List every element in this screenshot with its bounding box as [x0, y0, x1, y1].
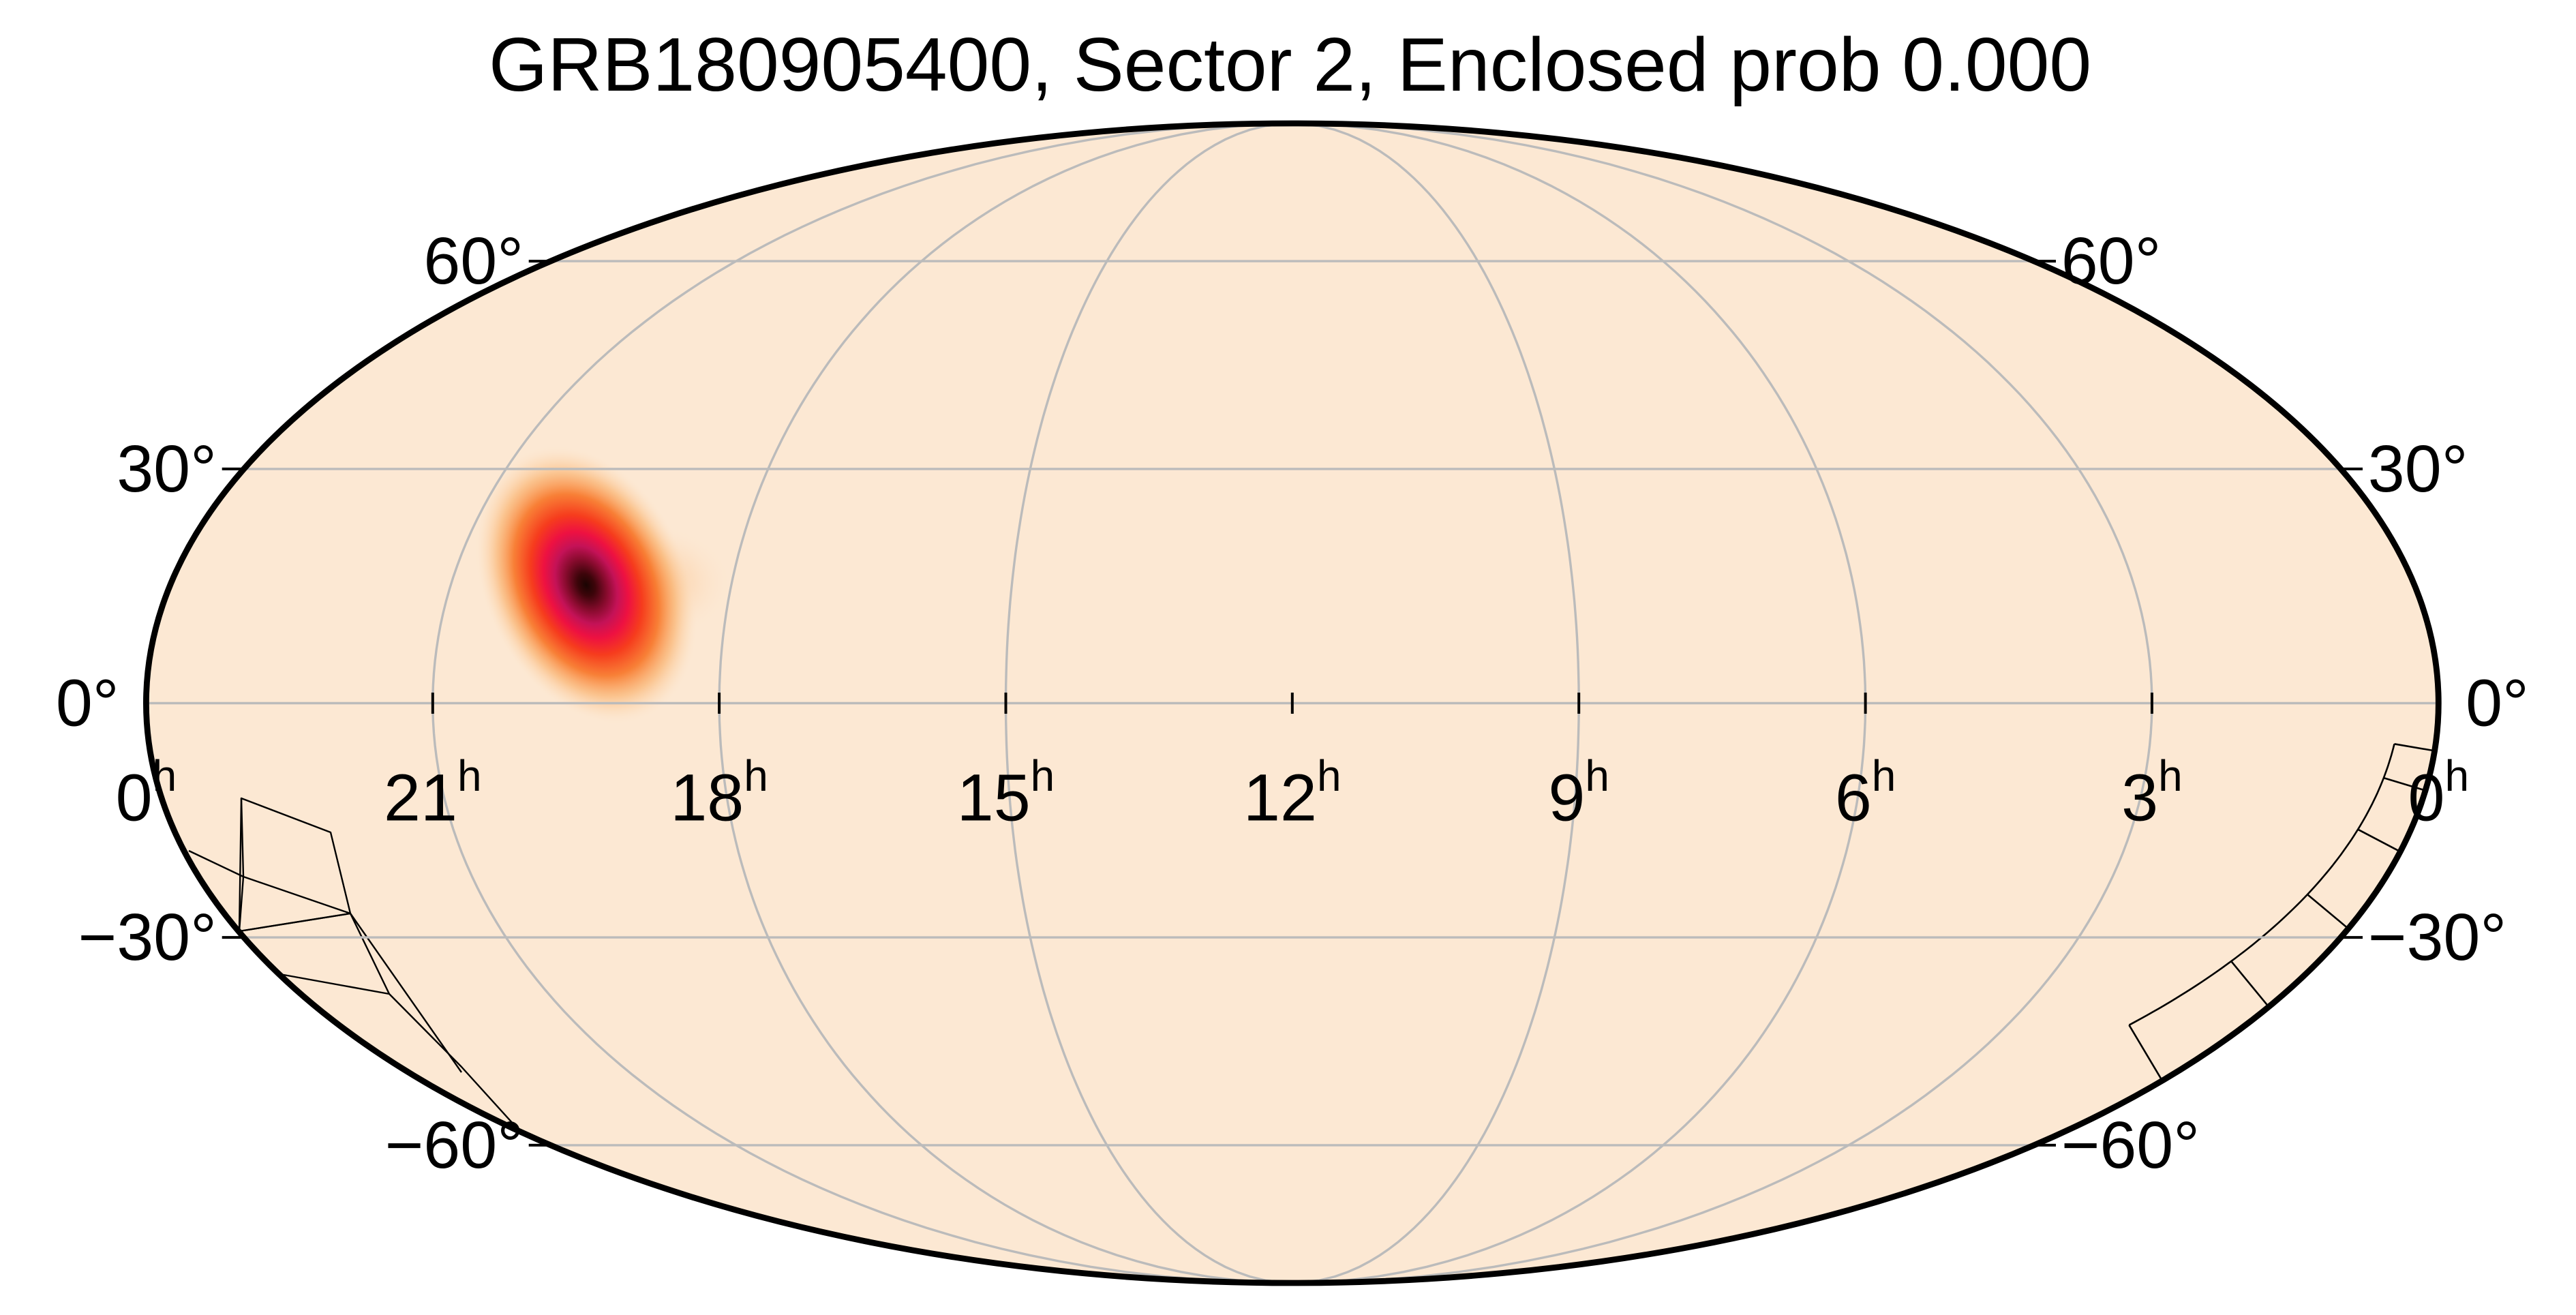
svg-text:GRB180905400, Sector 2, Enclos: GRB180905400, Sector 2, Enclosed prob 0.…	[489, 22, 2091, 107]
svg-text:0°: 0°	[56, 666, 119, 740]
svg-text:−60°: −60°	[385, 1108, 524, 1182]
svg-text:30°: 30°	[117, 432, 217, 506]
svg-text:−30°: −30°	[2368, 900, 2506, 974]
svg-text:30°: 30°	[2368, 432, 2468, 506]
svg-text:60°: 60°	[423, 224, 524, 298]
svg-text:60°: 60°	[2061, 224, 2162, 298]
svg-text:0h: 0h	[2408, 751, 2470, 835]
svg-text:0°: 0°	[2466, 666, 2529, 740]
svg-text:−60°: −60°	[2061, 1108, 2200, 1182]
svg-text:−30°: −30°	[78, 900, 217, 974]
